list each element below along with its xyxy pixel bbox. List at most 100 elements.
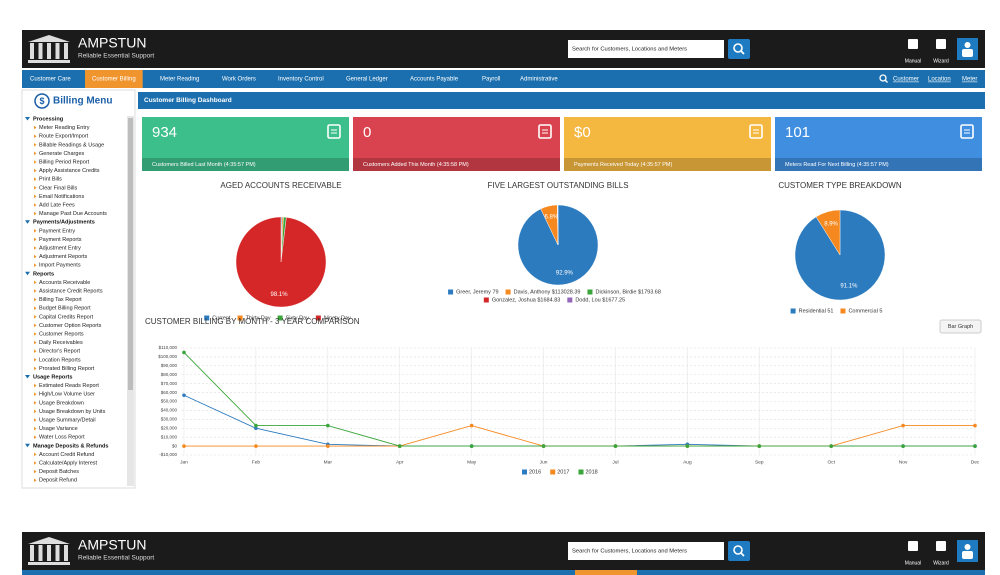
- search-icon: [740, 552, 745, 557]
- nav-item[interactable]: Payroll: [482, 77, 500, 83]
- tool-icon[interactable]: [936, 39, 946, 49]
- menu-item[interactable]: Generate Charges: [39, 151, 84, 157]
- menu-item[interactable]: Location Reports: [39, 357, 81, 363]
- series-point: [182, 350, 186, 355]
- menu-item[interactable]: Usage Breakdown by Units: [39, 409, 106, 415]
- bar-graph-button[interactable]: [939, 319, 982, 334]
- nav-item[interactable]: Accounts Payable: [410, 77, 459, 83]
- menu-item[interactable]: Clear Final Bills: [39, 185, 77, 191]
- menu-item[interactable]: Billable Readings & Usage: [39, 142, 104, 148]
- menu-item[interactable]: Director's Report: [39, 349, 81, 355]
- menu-item[interactable]: Apply Assistance Credits: [39, 168, 100, 174]
- section-toggle[interactable]: [25, 271, 30, 276]
- menu-item[interactable]: Adjustment Entry: [39, 245, 81, 251]
- menu-item[interactable]: Account Credit Refund: [39, 452, 94, 458]
- legend-label: Commercial 5: [848, 308, 882, 314]
- menu-item[interactable]: Usage Breakdown: [39, 400, 84, 406]
- nav-item[interactable]: Customer Billing: [92, 77, 136, 83]
- item-arrow: [34, 289, 37, 293]
- menu-item[interactable]: Usage Variance: [39, 426, 78, 432]
- item-arrow: [34, 143, 37, 147]
- menu-item[interactable]: Billing Period Report: [39, 159, 90, 165]
- search-button[interactable]: [728, 541, 750, 561]
- menu-item[interactable]: Customer Reports: [39, 331, 84, 337]
- menu-item[interactable]: Payment Entry: [39, 228, 75, 234]
- search-input[interactable]: [568, 542, 724, 560]
- tool-icon[interactable]: [908, 39, 918, 49]
- tool-icon[interactable]: [908, 541, 918, 551]
- nav-search-icon: [879, 74, 887, 82]
- series-point: [182, 393, 186, 398]
- menu-item[interactable]: Route Export/Import: [39, 134, 89, 140]
- menu-item[interactable]: Accounts Receivable: [39, 280, 90, 286]
- legend-label: Residential 51: [799, 308, 834, 314]
- item-arrow: [34, 203, 37, 207]
- item-arrow: [34, 246, 37, 250]
- nav-link[interactable]: Location: [928, 77, 951, 83]
- menu-item[interactable]: Customer Option Reports: [39, 323, 102, 329]
- logo: [28, 60, 70, 63]
- nav-link[interactable]: Meter: [962, 77, 977, 83]
- section-toggle[interactable]: [25, 375, 30, 379]
- nav-item[interactable]: General Ledger: [346, 77, 388, 83]
- tool-label[interactable]: Wizard: [933, 560, 949, 566]
- menu-item[interactable]: Capital Credits Report: [39, 314, 94, 320]
- tool-label[interactable]: Manual: [905, 58, 921, 64]
- search-button[interactable]: [728, 39, 750, 59]
- section-title[interactable]: Reports: [33, 271, 54, 277]
- series-point: [254, 426, 258, 431]
- nav-item[interactable]: Work Orders: [222, 77, 256, 83]
- nav-item[interactable]: Administrative: [520, 77, 558, 83]
- tool-label[interactable]: Manual: [905, 560, 921, 566]
- menu-item[interactable]: Billing Tax Report: [39, 297, 82, 303]
- menu-item[interactable]: Daily Receivables: [39, 340, 83, 346]
- section-title[interactable]: Usage Reports: [33, 374, 72, 380]
- menu-item[interactable]: Meter Reading Entry: [39, 125, 90, 131]
- menu-item[interactable]: Manage Past Due Accounts: [39, 211, 107, 217]
- item-arrow: [34, 306, 37, 310]
- menu-item[interactable]: Print Bills: [39, 177, 62, 183]
- x-tick-label: Jan: [180, 459, 188, 465]
- menu-item[interactable]: Usage Summary/Detail: [39, 417, 96, 423]
- slice-label: 91.1%: [840, 284, 858, 290]
- menu-item[interactable]: Adjustment Reports: [39, 254, 88, 260]
- menu-item[interactable]: Calculate/Apply Interest: [39, 460, 98, 466]
- section-title[interactable]: Payments/Adjustments: [33, 220, 95, 226]
- section-toggle[interactable]: [25, 443, 30, 448]
- nav-item[interactable]: Meter Reading: [160, 77, 199, 83]
- menu-item[interactable]: Deposit Batches: [39, 469, 79, 475]
- nav-item[interactable]: Customer Care: [30, 77, 71, 83]
- legend-swatch: [550, 469, 556, 475]
- menu-item[interactable]: Import Payments: [39, 263, 81, 269]
- search-input[interactable]: [568, 40, 724, 58]
- y-tick-label: $20,000: [161, 425, 178, 430]
- section-toggle[interactable]: [25, 220, 30, 224]
- card-icon: [960, 124, 974, 139]
- menu-item[interactable]: Water Loss Report: [39, 435, 85, 441]
- nav-link[interactable]: Customer: [893, 77, 919, 83]
- x-tick-label: May: [467, 459, 477, 465]
- menu-item[interactable]: Assistance Credit Reports: [39, 288, 103, 294]
- section-title[interactable]: Processing: [33, 116, 64, 122]
- header-bar: [22, 532, 985, 570]
- section-toggle[interactable]: [25, 117, 30, 121]
- tool-label[interactable]: Wizard: [933, 58, 949, 64]
- menu-item[interactable]: Estimated Reads Report: [39, 383, 99, 389]
- series-point: [326, 423, 330, 428]
- section-title[interactable]: Manage Deposits & Refunds: [33, 443, 109, 449]
- menu-item[interactable]: Add Late Fees: [39, 202, 75, 208]
- menu-item[interactable]: Budget Billing Report: [39, 306, 91, 312]
- tool-icon[interactable]: [936, 541, 946, 551]
- nav-item[interactable]: Inventory Control: [278, 77, 324, 83]
- menu-item[interactable]: Prorated Billing Report: [39, 366, 95, 372]
- legend-label: 2016: [529, 469, 541, 475]
- menu-item[interactable]: Deposit Refund: [39, 478, 77, 484]
- menu-item[interactable]: Email Notifications: [39, 194, 84, 200]
- legend-label: 2018: [586, 469, 598, 475]
- x-tick-label: Jul: [612, 459, 618, 465]
- menu-item[interactable]: High/Low Volume User: [39, 392, 95, 398]
- menu-item[interactable]: Payment Reports: [39, 237, 82, 243]
- bar-graph-button-label[interactable]: Bar Graph: [948, 324, 973, 330]
- card-label: Meters Read For Next Billing (4:35:57 PM…: [785, 162, 889, 168]
